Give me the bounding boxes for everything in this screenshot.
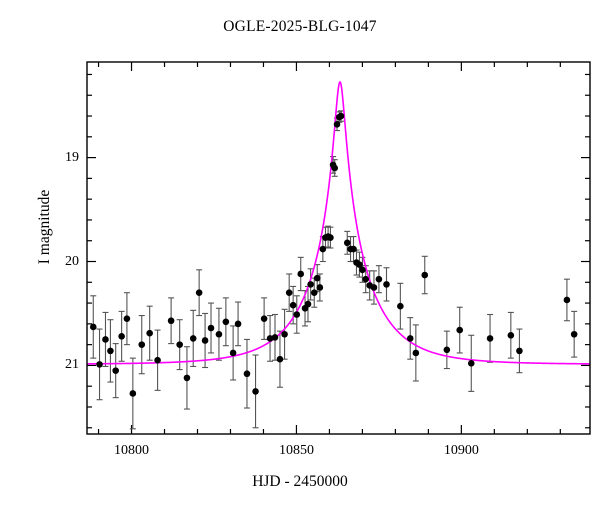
data-point: [297, 270, 305, 278]
data-point: [304, 300, 312, 308]
data-point: [456, 326, 464, 334]
data-point: [516, 347, 523, 355]
data-point: [316, 284, 324, 291]
x-tick-label: 10850: [278, 443, 314, 458]
data-point: [183, 374, 191, 382]
x-axis-label: HJD - 2450000: [252, 473, 348, 490]
data-point: [154, 356, 161, 364]
data-point: [359, 266, 366, 274]
model-curve-group: [86, 81, 591, 365]
data-point: [138, 341, 146, 348]
data-point: [343, 239, 351, 247]
data-point: [563, 296, 571, 304]
chart-title: OGLE-2025-BLG-1047: [223, 18, 377, 35]
data-point: [112, 367, 119, 374]
data-point: [107, 347, 114, 355]
data-point: [383, 281, 390, 288]
data-point: [319, 245, 327, 253]
data-point: [307, 281, 314, 288]
data-point: [362, 275, 370, 283]
data-point: [207, 324, 215, 332]
data-point: [118, 333, 125, 340]
data-point: [507, 331, 515, 339]
y-tick-label: 19: [65, 149, 79, 165]
data-point: [229, 349, 237, 357]
data-point: [195, 289, 203, 296]
data-point: [289, 301, 297, 309]
model-curve: [86, 81, 591, 365]
data-point: [215, 330, 223, 338]
data-point: [293, 311, 301, 318]
data-point: [350, 245, 357, 253]
data-point: [252, 388, 259, 395]
data-point: [421, 271, 429, 279]
data-point: [167, 317, 175, 325]
data-point: [570, 330, 578, 338]
x-axis-ticks: [97, 62, 561, 434]
data-point: [310, 289, 318, 296]
data-point: [331, 164, 339, 172]
data-point: [356, 261, 363, 268]
data-point: [327, 234, 334, 241]
frame-group: [86, 61, 591, 435]
plot-frame-rect: [86, 61, 591, 435]
data-point: [102, 336, 109, 343]
data-point: [276, 355, 284, 363]
data-point: [406, 335, 414, 342]
errorbar-group: [90, 110, 578, 430]
data-point: [271, 334, 279, 341]
data-point: [266, 335, 274, 342]
y-tick-label: 20: [65, 253, 79, 269]
data-point: [375, 275, 383, 283]
x-tick-label: 10800: [114, 443, 150, 458]
data-point: [285, 289, 293, 296]
data-point: [243, 370, 251, 378]
y-axis-ticks: [87, 73, 590, 429]
data-point: [222, 318, 230, 326]
data-point: [281, 330, 288, 338]
data-point: [189, 335, 197, 342]
data-point: [467, 360, 475, 367]
data-point: [443, 346, 451, 354]
data-point: [370, 284, 378, 291]
data-point: [123, 315, 131, 322]
data-point: [337, 112, 345, 120]
data-point: [486, 335, 494, 342]
data-point: [260, 315, 268, 322]
data-point: [176, 341, 183, 348]
data-point: [412, 349, 420, 357]
data-point: [313, 274, 321, 282]
data-point: [146, 329, 153, 337]
data-point: [129, 390, 137, 397]
data-point: [333, 121, 341, 128]
data-point: [96, 361, 103, 368]
data-point: [89, 323, 97, 331]
data-point: [234, 320, 242, 328]
data-point: [201, 337, 209, 344]
data-point: [397, 302, 404, 310]
x-tick-label: 10900: [443, 443, 479, 458]
data-point-group: [89, 112, 578, 397]
y-tick-label: 21: [65, 357, 79, 373]
